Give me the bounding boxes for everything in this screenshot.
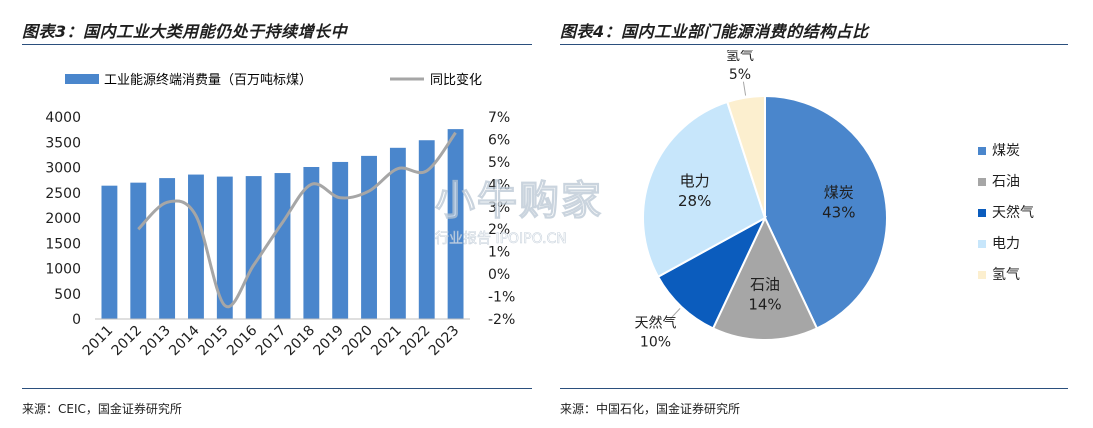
combo-legend: 工业能源终端消费量（百万吨标煤） 同比变化 bbox=[65, 72, 482, 88]
pie-legend-label: 石油 bbox=[992, 174, 1020, 190]
pie-slice-value-label: 5% bbox=[729, 67, 751, 83]
x-axis-tick-label: 2022 bbox=[397, 323, 434, 360]
left-source-note: 来源：CEIC，国金证券研究所 bbox=[22, 402, 182, 416]
right-bottom-rule bbox=[560, 388, 1068, 389]
consumption-bar bbox=[389, 147, 406, 319]
left-axis-tick-label: 2500 bbox=[45, 186, 81, 202]
pie-legend-swatch bbox=[978, 147, 986, 155]
legend-bar-label: 工业能源终端消费量（百万吨标煤） bbox=[104, 72, 312, 88]
pie-legend-label: 煤炭 bbox=[992, 143, 1020, 159]
left-axis-tick-label: 1500 bbox=[45, 236, 81, 252]
left-chart-title: 图表3：国内工业大类用能仍处于持续增长中 bbox=[22, 22, 348, 41]
pie-slice bbox=[711, 215, 819, 341]
consumption-bar bbox=[130, 182, 147, 319]
legend-bar-swatch bbox=[65, 74, 99, 84]
right-axis-tick-label: 4% bbox=[488, 177, 510, 193]
right-axis-tick-label: 3% bbox=[488, 200, 510, 216]
right-axis-tick-label: 0% bbox=[488, 267, 510, 283]
left-axis-tick-label: 1000 bbox=[45, 262, 81, 278]
pie-labels: 煤炭 43% 石油 14% 天然气 10% 电力 28% 氢气 5% bbox=[634, 50, 855, 351]
x-axis-tick-label: 2023 bbox=[426, 323, 463, 360]
consumption-bar bbox=[159, 178, 176, 319]
consumption-bar bbox=[216, 176, 233, 319]
left-axis-tick-label: 3500 bbox=[45, 135, 81, 151]
right-axis-tick-label: 5% bbox=[488, 155, 510, 171]
pie-leader-line bbox=[742, 81, 747, 96]
consumption-bar bbox=[274, 173, 291, 319]
pie-slice-value-label: 28% bbox=[678, 192, 711, 210]
right-axis-tick-label: 1% bbox=[488, 245, 510, 261]
right-chart-title: 图表4：国内工业部门能源消费的结构占比 bbox=[560, 22, 869, 41]
x-axis-tick-label: 2016 bbox=[224, 322, 261, 359]
x-axis-tick-label: 2012 bbox=[109, 323, 146, 360]
left-axis-tick-label: 0 bbox=[72, 312, 81, 328]
pie-slices bbox=[642, 94, 888, 341]
consumption-bar bbox=[418, 140, 435, 319]
x-axis-tick-label: 2017 bbox=[253, 323, 290, 360]
left-bottom-rule bbox=[22, 388, 532, 389]
left-title-rule bbox=[22, 44, 532, 45]
right-axis-tick-label: 6% bbox=[488, 132, 510, 148]
pie-legend-label: 氢气 bbox=[992, 267, 1020, 283]
right-title-rule bbox=[560, 44, 1068, 45]
combo-plot-area: 0 500 1000 1500 2000 2500 3000 3500 4000 -2% -1% 0%… bbox=[45, 110, 515, 359]
legend-line-label: 同比变化 bbox=[430, 72, 482, 88]
pie-slice-category-label: 氢气 bbox=[726, 50, 754, 64]
pie-legend-swatch bbox=[978, 209, 986, 217]
pie-slice-category-label: 电力 bbox=[680, 172, 710, 190]
pie-slice-category-label: 天然气 bbox=[634, 315, 676, 332]
pie-slice-category-label: 煤炭 bbox=[824, 183, 854, 201]
pie-leader-line bbox=[670, 308, 681, 319]
pie-slice bbox=[764, 94, 888, 330]
consumption-bar bbox=[447, 129, 464, 319]
pie-slice bbox=[656, 215, 768, 330]
energy-consumption-combo-chart: 工业能源终端消费量（百万吨标煤） 同比变化 0 500 1000 1500 2000 25… bbox=[45, 72, 515, 359]
right-source-note: 来源：中国石化，国金证券研究所 bbox=[560, 402, 741, 416]
pie-slice-value-label: 43% bbox=[822, 203, 855, 221]
right-axis-tick-label: -2% bbox=[488, 312, 515, 328]
pie-slice-value-label: 10% bbox=[640, 335, 671, 351]
pie-slice-category-label: 石油 bbox=[750, 276, 780, 294]
x-axis-tick-label: 2015 bbox=[195, 323, 232, 360]
left-axis-tick-label: 500 bbox=[54, 287, 81, 303]
consumption-bar bbox=[188, 174, 204, 319]
consumption-bar bbox=[332, 161, 349, 319]
x-axis-tick-label: 2020 bbox=[339, 323, 376, 360]
pie-legend-swatch bbox=[978, 178, 986, 186]
pie-legend-label: 天然气 bbox=[992, 204, 1034, 221]
x-axis-tick-label: 2014 bbox=[166, 322, 203, 359]
right-axis-tick-label: 7% bbox=[488, 110, 510, 126]
consumption-bar bbox=[303, 166, 320, 319]
pie-slice bbox=[642, 100, 767, 279]
x-axis-tick-label: 2018 bbox=[282, 323, 319, 360]
x-axis-tick-label: 2019 bbox=[311, 323, 348, 360]
pie-slice bbox=[726, 94, 766, 219]
pie-legend-swatch bbox=[978, 240, 986, 248]
right-axis-tick-label: 2% bbox=[488, 222, 510, 238]
x-axis-tick-label: 2013 bbox=[137, 323, 174, 360]
right-axis-tick-label: -1% bbox=[488, 290, 515, 306]
yoy-change-line bbox=[137, 131, 457, 309]
left-axis-tick-label: 2000 bbox=[45, 211, 81, 227]
consumption-bar bbox=[245, 176, 262, 319]
consumption-bar bbox=[361, 155, 377, 319]
left-axis-tick-label: 4000 bbox=[45, 110, 81, 126]
left-axis-tick-label: 3000 bbox=[45, 161, 81, 177]
pie-slice-value-label: 14% bbox=[748, 296, 781, 314]
pie-legend-swatch bbox=[978, 271, 986, 279]
pie-legend-label: 电力 bbox=[992, 236, 1020, 252]
consumption-bar bbox=[101, 185, 118, 319]
x-axis-tick-label: 2011 bbox=[80, 323, 117, 360]
x-axis-tick-label: 2021 bbox=[368, 323, 405, 360]
